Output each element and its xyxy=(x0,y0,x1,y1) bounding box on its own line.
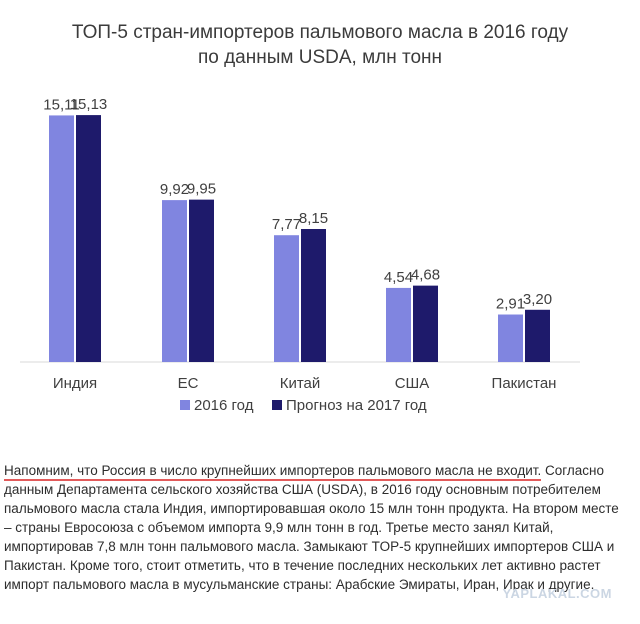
bar-ЕС-2017 xyxy=(189,199,214,362)
data-label: 15,11 xyxy=(43,96,79,113)
article-text: Напомним, что Россия в число крупнейших … xyxy=(4,461,624,594)
data-label: 8,15 xyxy=(299,210,328,227)
category-label: Китай xyxy=(280,375,321,392)
chart-title-line-1: ТОП-5 стран-импортеров пальмового масла … xyxy=(71,22,569,43)
legend-swatch xyxy=(272,400,282,410)
watermark: YAPLAKAL.COM xyxy=(502,586,612,601)
category-label: США xyxy=(395,375,430,392)
bar-Пакистан-2017 xyxy=(525,309,550,362)
data-label: 2,91 xyxy=(496,296,525,313)
data-label: 7,77 xyxy=(272,216,301,233)
bar-Пакистан-2016 xyxy=(498,314,523,362)
bar-Индия-2016 xyxy=(49,115,74,362)
bar-ЕС-2016 xyxy=(162,200,187,362)
data-label: 3,20 xyxy=(523,291,552,308)
bar-Китай-2016 xyxy=(274,235,299,362)
bar-Китай-2017 xyxy=(301,229,326,362)
bar-США-2016 xyxy=(386,287,411,362)
data-label: 15,13 xyxy=(70,96,108,113)
data-label: 4,68 xyxy=(411,267,440,284)
category-label: Индия xyxy=(53,375,97,392)
category-label: Пакистан xyxy=(492,375,557,392)
legend-label: Прогноз на 2017 год xyxy=(286,397,427,414)
bar-США-2017 xyxy=(413,285,438,362)
bar-Индия-2017 xyxy=(76,115,101,362)
data-label: 9,95 xyxy=(187,181,216,198)
data-label: 9,92 xyxy=(160,181,189,198)
legend-label: 2016 год xyxy=(194,397,254,414)
article-lead: Напомним, что Россия в число крупнейших … xyxy=(4,463,542,481)
data-label: 4,54 xyxy=(384,269,413,286)
chart-title-line-2: по данным USDA, млн тонн xyxy=(197,47,443,68)
article-body: Согласно данным Департамента сельского х… xyxy=(4,463,619,592)
category-label: ЕС xyxy=(178,375,199,392)
chart-title: ТОП-5 стран-импортеров пальмового масла … xyxy=(0,20,640,70)
legend-swatch xyxy=(180,400,190,410)
